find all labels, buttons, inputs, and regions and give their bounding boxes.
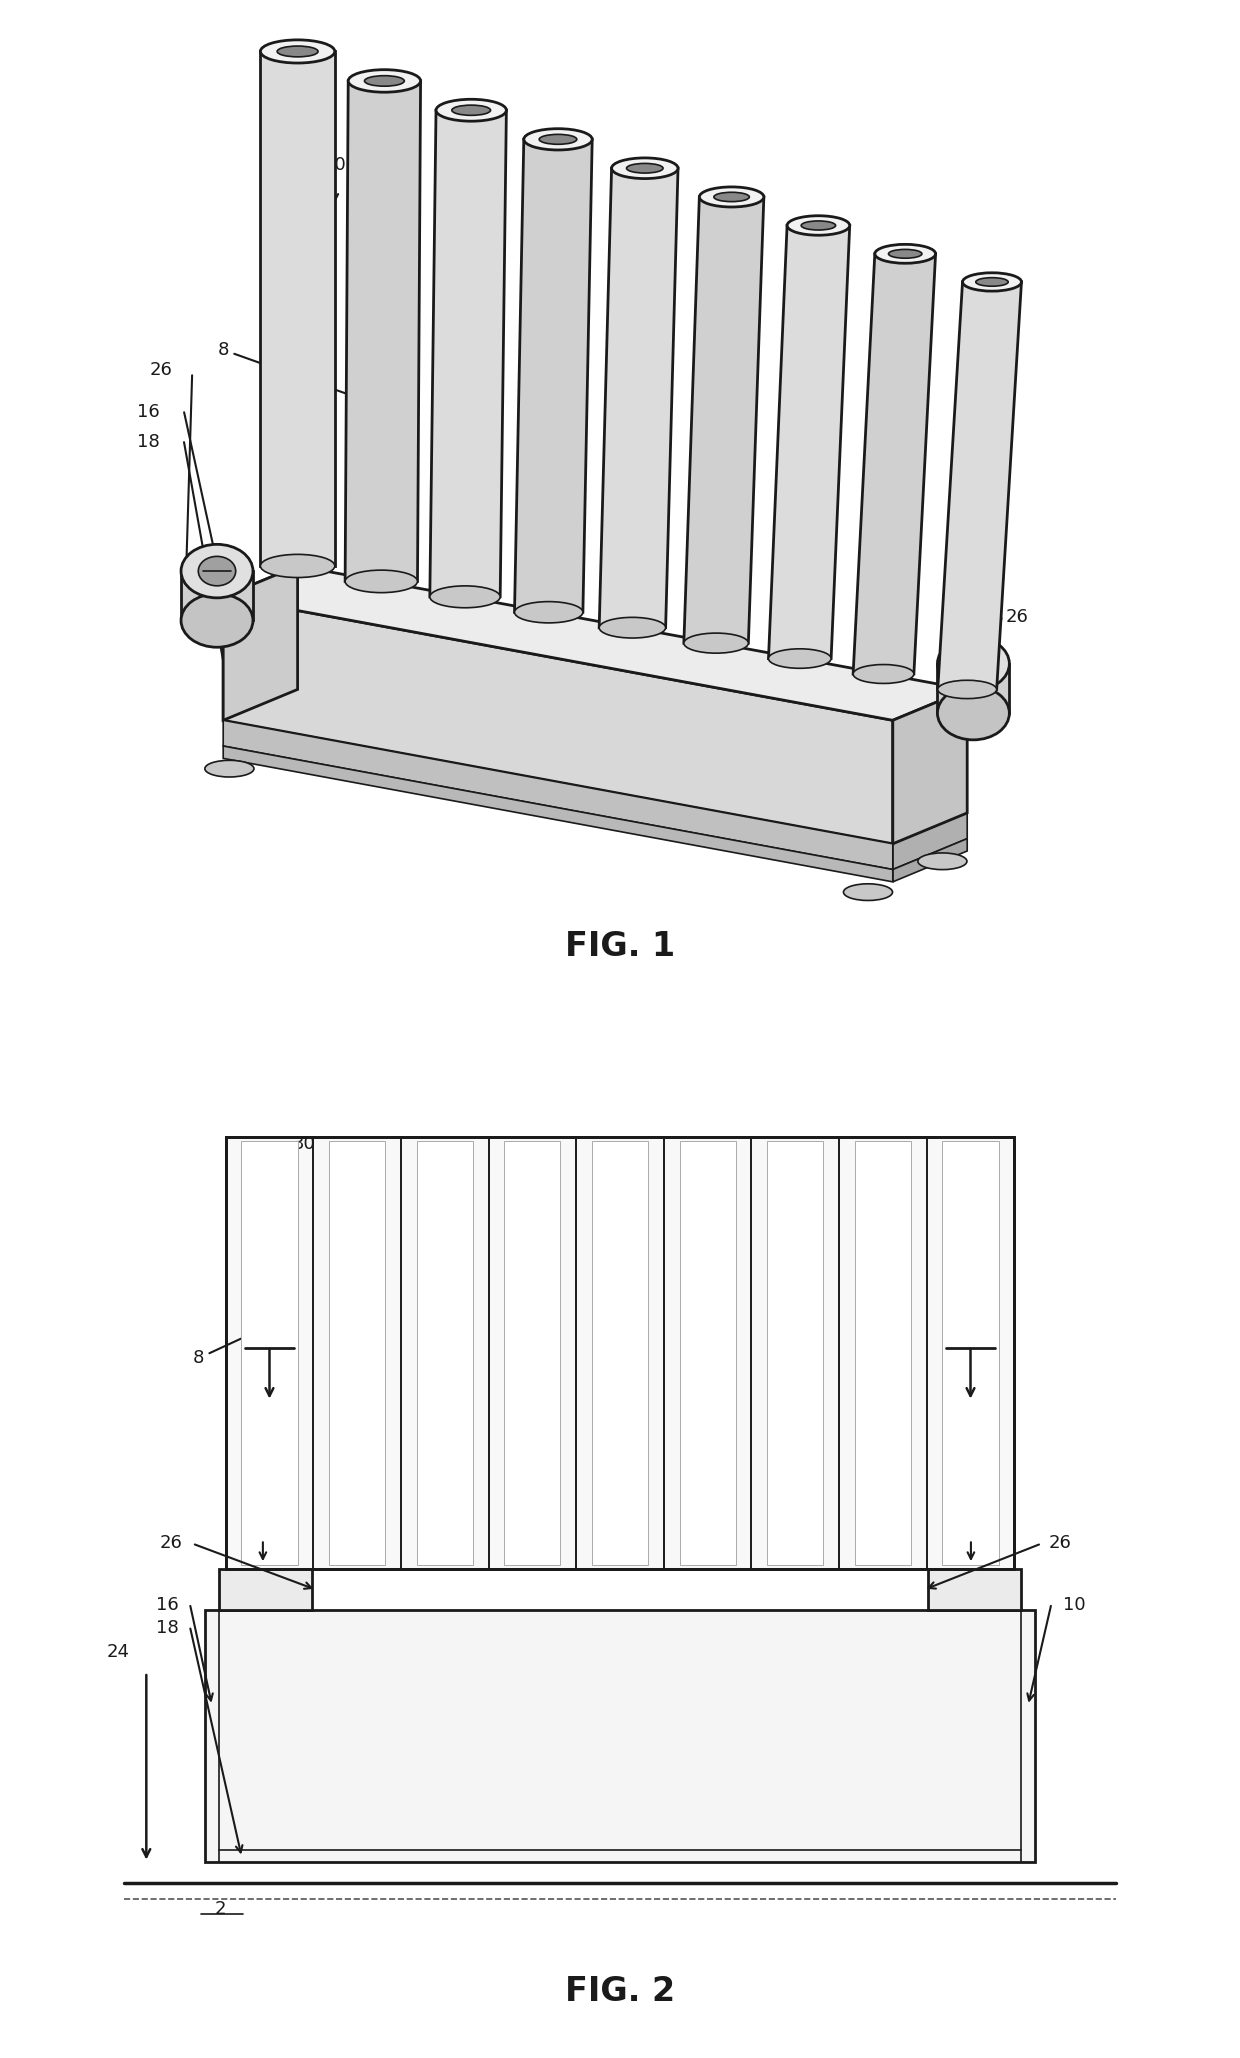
Polygon shape <box>937 282 1022 689</box>
Ellipse shape <box>611 158 678 179</box>
Text: 10: 10 <box>1063 1597 1085 1613</box>
Ellipse shape <box>937 687 1009 739</box>
Ellipse shape <box>348 70 420 93</box>
Text: 10: 10 <box>947 712 1003 743</box>
Ellipse shape <box>451 105 491 115</box>
Ellipse shape <box>843 883 893 901</box>
Ellipse shape <box>523 130 593 150</box>
Polygon shape <box>505 1140 560 1566</box>
Ellipse shape <box>683 634 749 652</box>
Polygon shape <box>430 111 506 597</box>
Polygon shape <box>242 1140 298 1566</box>
Polygon shape <box>223 566 967 720</box>
Polygon shape <box>680 1140 735 1566</box>
Ellipse shape <box>626 163 663 173</box>
Text: 26: 26 <box>1049 1535 1071 1552</box>
Text: A: A <box>262 1307 277 1327</box>
Polygon shape <box>928 1568 1021 1609</box>
Text: 24: 24 <box>107 1642 129 1661</box>
Polygon shape <box>205 1609 1035 1862</box>
Polygon shape <box>599 169 678 628</box>
Polygon shape <box>937 663 1009 714</box>
Text: 26: 26 <box>150 362 172 379</box>
Ellipse shape <box>699 187 764 208</box>
Ellipse shape <box>260 39 335 64</box>
Ellipse shape <box>889 249 921 257</box>
Polygon shape <box>591 1140 649 1566</box>
Ellipse shape <box>436 99 506 121</box>
Ellipse shape <box>181 595 253 646</box>
Polygon shape <box>515 140 593 613</box>
Ellipse shape <box>801 220 836 230</box>
Polygon shape <box>893 813 967 871</box>
Text: 18: 18 <box>138 434 160 451</box>
Ellipse shape <box>277 45 317 58</box>
Polygon shape <box>260 51 335 566</box>
Text: 30: 30 <box>243 1136 315 1163</box>
Ellipse shape <box>918 852 967 871</box>
Ellipse shape <box>345 570 418 593</box>
Polygon shape <box>219 1568 312 1609</box>
Polygon shape <box>223 566 298 720</box>
Ellipse shape <box>205 759 254 778</box>
Polygon shape <box>683 198 764 642</box>
Polygon shape <box>226 1136 1014 1568</box>
Text: 8: 8 <box>217 342 392 412</box>
Ellipse shape <box>937 681 997 698</box>
Text: 18: 18 <box>156 1620 179 1636</box>
Polygon shape <box>417 1140 472 1566</box>
Ellipse shape <box>365 76 404 86</box>
Text: 26: 26 <box>1006 609 1028 626</box>
Text: 16: 16 <box>156 1597 179 1613</box>
Ellipse shape <box>515 601 583 624</box>
Ellipse shape <box>198 556 236 587</box>
Text: 2: 2 <box>215 1900 227 1918</box>
Ellipse shape <box>962 274 1022 290</box>
Ellipse shape <box>874 245 936 263</box>
Ellipse shape <box>599 617 666 638</box>
Text: 22: 22 <box>252 1519 274 1537</box>
Polygon shape <box>329 1140 386 1566</box>
Text: 26: 26 <box>160 1535 182 1552</box>
Polygon shape <box>768 1140 823 1566</box>
Polygon shape <box>893 840 967 883</box>
Text: 8: 8 <box>192 1319 283 1367</box>
Ellipse shape <box>181 545 253 597</box>
Polygon shape <box>893 689 967 844</box>
Polygon shape <box>223 747 893 883</box>
Text: FIG. 2: FIG. 2 <box>565 1974 675 2009</box>
Ellipse shape <box>955 648 992 679</box>
Polygon shape <box>181 572 253 622</box>
Text: 30: 30 <box>324 156 346 202</box>
Ellipse shape <box>260 554 335 578</box>
Ellipse shape <box>539 134 577 144</box>
Ellipse shape <box>937 638 1009 689</box>
Polygon shape <box>223 720 893 871</box>
Text: 16: 16 <box>138 403 160 420</box>
Text: A: A <box>963 1307 978 1327</box>
Polygon shape <box>345 80 420 582</box>
Ellipse shape <box>430 587 500 607</box>
Polygon shape <box>769 226 849 659</box>
Ellipse shape <box>714 191 749 202</box>
Ellipse shape <box>976 278 1008 286</box>
Text: 22: 22 <box>960 1519 982 1537</box>
Text: FIG. 1: FIG. 1 <box>565 930 675 963</box>
Ellipse shape <box>853 665 914 683</box>
Polygon shape <box>942 1140 998 1566</box>
Polygon shape <box>853 253 936 675</box>
Polygon shape <box>854 1140 911 1566</box>
Ellipse shape <box>787 216 849 235</box>
Ellipse shape <box>769 648 831 669</box>
Polygon shape <box>223 597 893 844</box>
